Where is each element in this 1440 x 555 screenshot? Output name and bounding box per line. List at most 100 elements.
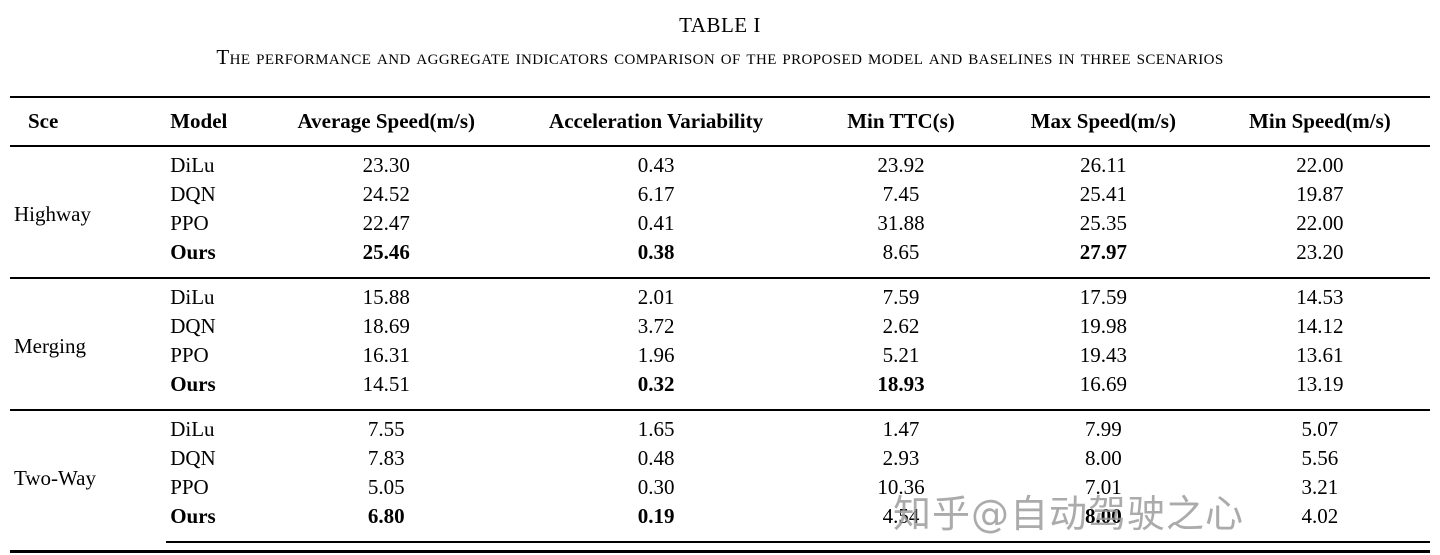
value-cell: 5.05 [367,475,405,499]
value-cell: 22.00 [1209,145,1430,180]
model-cell: DQN [170,314,216,338]
value-cell: 25.41 [1079,182,1127,206]
column-header: Average Speed(m/s) [265,96,507,147]
value-cell: 3.21 [1301,475,1339,499]
value-cell: 22.00 [1296,211,1344,235]
value-cell: 4.54 [805,502,997,543]
value-cell: 7.59 [805,277,997,312]
value-cell: 5.21 [882,343,920,367]
column-header: Max Speed(m/s) [996,96,1210,147]
value-cell: 18.93 [877,372,925,396]
results-table: Sce Model Average Speed(m/s) Acceleration V… [10,96,1430,543]
table-row: PPO 16.31 1.96 5.21 19.43 13.61 [10,341,1430,370]
table-row: PPO 22.47 0.41 31.88 25.35 22.00 [10,209,1430,238]
table-row: Ours 25.46 0.38 8.65 27.97 23.20 [10,238,1430,278]
value-cell: 7.55 [265,409,507,444]
value-cell: 0.32 [637,372,675,396]
model-cell: Ours [166,502,266,543]
model-cell: PPO [170,343,209,367]
scenario-cell: Highway [10,145,167,278]
column-header: Sce [10,96,167,147]
value-cell: 7.83 [367,446,405,470]
table-row: PPO 5.05 0.30 10.36 7.01 3.21 [10,473,1430,502]
value-cell: 17.59 [996,277,1210,312]
model-cell: DiLu [166,145,266,180]
value-cell: 1.65 [506,409,806,444]
value-cell: 13.19 [1296,372,1344,396]
value-cell: 0.43 [506,145,806,180]
value-cell: 14.51 [362,372,410,396]
value-cell: 25.35 [1079,211,1127,235]
value-cell: 16.31 [362,343,410,367]
value-cell: 5.56 [1301,446,1339,470]
value-cell: 23.30 [265,145,507,180]
value-cell: 2.01 [506,277,806,312]
value-cell: 10.36 [877,475,925,499]
model-cell: PPO [170,475,209,499]
table-bottom-rule [10,550,1430,553]
value-cell: 14.53 [1209,277,1430,312]
value-cell: 7.45 [882,182,920,206]
model-cell: DQN [170,446,216,470]
value-cell: 16.69 [1079,372,1127,396]
value-cell: 2.62 [882,314,920,338]
value-cell: 19.98 [1079,314,1127,338]
value-cell: 19.43 [1079,343,1127,367]
value-cell: 0.19 [506,502,806,543]
value-cell: 1.47 [805,409,997,444]
column-header: Min Speed(m/s) [1209,96,1430,147]
value-cell: 7.01 [1084,475,1122,499]
value-cell: 0.48 [637,446,675,470]
value-cell: 8.00 [996,502,1210,543]
value-cell: 18.69 [362,314,410,338]
model-cell: DiLu [166,409,266,444]
model-cell: DiLu [166,277,266,312]
model-cell: Ours [170,240,216,264]
value-cell: 0.30 [637,475,675,499]
value-cell: 27.97 [1079,240,1127,264]
value-cell: 3.72 [637,314,675,338]
value-cell: 7.99 [996,409,1210,444]
table-row: DQN 18.69 3.72 2.62 19.98 14.12 [10,312,1430,341]
table-header-row: Sce Model Average Speed(m/s) Acceleration V… [10,96,1430,147]
value-cell: 0.38 [637,240,675,264]
caption-block: TABLE I The performance and aggregate in… [0,13,1440,70]
value-cell: 6.17 [637,182,675,206]
model-cell: DQN [170,182,216,206]
value-cell: 23.92 [805,145,997,180]
value-cell: 31.88 [877,211,925,235]
table-row: DQN 24.52 6.17 7.45 25.41 19.87 [10,180,1430,209]
value-cell: 22.47 [362,211,410,235]
value-cell: 24.52 [362,182,410,206]
value-cell: 15.88 [265,277,507,312]
scenario-cell: Merging [10,277,167,410]
value-cell: 5.07 [1209,409,1430,444]
table-title: TABLE I [679,13,761,37]
table-row: Merging DiLu 15.88 2.01 7.59 17.59 14.53 [10,277,1430,410]
table-row: Ours 14.51 0.32 18.93 16.69 13.19 [10,370,1430,410]
value-cell: 4.02 [1209,502,1430,543]
value-cell: 14.12 [1296,314,1344,338]
model-cell: Ours [170,372,216,396]
column-header: Model [166,96,266,147]
column-header: Acceleration Variability [506,96,806,147]
table-row: Two-Way DiLu 7.55 1.65 1.47 7.99 5.07 [10,409,1430,542]
value-cell: 19.87 [1296,182,1344,206]
value-cell: 26.11 [996,145,1210,180]
table-subtitle: The performance and aggregate indicators… [216,45,1224,69]
value-cell: 6.80 [265,502,507,543]
value-cell: 8.65 [882,240,920,264]
value-cell: 13.61 [1296,343,1344,367]
column-header: Min TTC(s) [805,96,997,147]
value-cell: 25.46 [362,240,410,264]
table-row: DQN 7.83 0.48 2.93 8.00 5.56 [10,444,1430,473]
scenario-cell: Two-Way [10,409,167,542]
value-cell: 0.41 [637,211,675,235]
value-cell: 2.93 [882,446,920,470]
value-cell: 8.00 [1084,446,1122,470]
table-row: Ours 6.80 0.19 4.54 8.00 4.02 [10,502,1430,543]
model-cell: PPO [170,211,209,235]
value-cell: 1.96 [637,343,675,367]
value-cell: 23.20 [1296,240,1344,264]
table-row: Highway DiLu 23.30 0.43 23.92 26.11 22.00 [10,145,1430,278]
